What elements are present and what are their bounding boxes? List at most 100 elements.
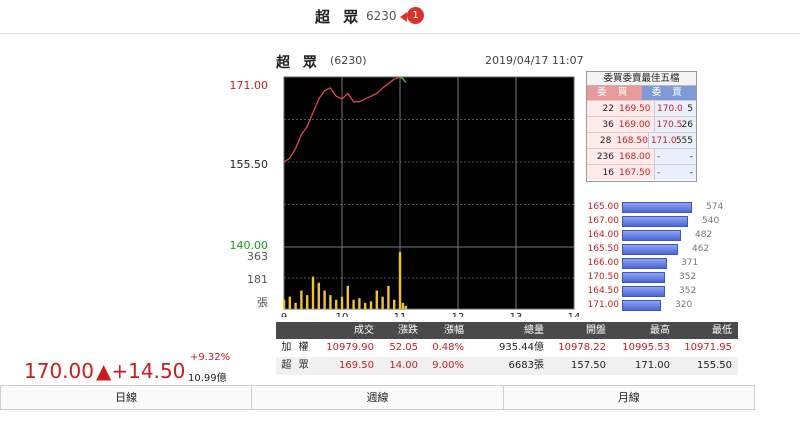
volume-bar	[398, 251, 402, 309]
volume-bar	[323, 290, 326, 309]
volume-by-price-row: 165.00 574	[586, 201, 786, 214]
vbp-qty: 352	[679, 272, 697, 282]
volume-bar	[401, 302, 405, 309]
volume-by-price-row: 170.50 352	[586, 271, 786, 284]
order-book-row: 28 168.50 171.00 555	[587, 132, 696, 148]
volume-bar	[364, 302, 367, 309]
volume-bar	[404, 305, 407, 309]
vbp-bar	[622, 202, 692, 213]
last-price: 170.00	[24, 359, 94, 383]
quote-header-cell: 漲幅	[444, 325, 464, 336]
volume-tick-high: 363	[247, 250, 268, 263]
volume-bar	[352, 299, 355, 309]
ask-qty: 26	[681, 117, 696, 132]
price-line	[283, 76, 407, 163]
ask-price: -	[655, 165, 682, 180]
tab-daily[interactable]: 日線	[1, 386, 253, 409]
stock-code: 6230	[366, 9, 397, 23]
vbp-bar	[622, 258, 667, 269]
vbp-qty: 320	[675, 300, 693, 310]
quote-cell: 14.00	[389, 360, 418, 371]
quote-cell: 10971.95	[684, 342, 732, 353]
vbp-price: 166.00	[587, 258, 620, 268]
quote-header-cell: 漲跌	[398, 325, 418, 336]
volume-bar	[393, 299, 396, 309]
vbp-price: 165.00	[587, 202, 620, 212]
quote-cell: 155.50	[697, 360, 732, 371]
intraday-chart: 9 10 11 12 13 14	[281, 76, 581, 317]
ask-qty: -	[682, 165, 696, 180]
volume-unit-label: 張	[257, 296, 268, 309]
order-book: 委買委賣最佳五檔 委 買 委 賣 22 169.50 170.00 5 36 169.00…	[586, 71, 697, 182]
change-percent: +9.32%	[190, 352, 231, 363]
volume-bar	[306, 295, 309, 309]
bid-qty: 36	[587, 117, 617, 132]
vbp-bar	[622, 300, 661, 311]
ask-price: -	[655, 149, 682, 164]
bid-price: 168.00	[617, 149, 655, 164]
bid-qty: 16	[587, 165, 617, 180]
vbp-bar	[622, 286, 665, 297]
vbp-bar	[622, 216, 688, 227]
volume-bar	[375, 290, 378, 309]
vbp-qty: 371	[681, 258, 699, 268]
ask-qty: 555	[675, 133, 696, 148]
quote-cell: 169.50	[339, 360, 374, 371]
x-tick-label: 12	[452, 312, 465, 317]
badge-pointer-icon	[400, 12, 407, 22]
volume-bar	[369, 301, 373, 309]
vbp-qty: 482	[695, 230, 713, 240]
quote-cell: 6683張	[508, 360, 544, 371]
ask-price: 170.00	[655, 101, 689, 116]
volume-bar	[346, 285, 349, 309]
quote-header-cell: 最低	[712, 325, 732, 336]
quote-header-cell: 總量	[524, 325, 544, 336]
bid-price: 169.00	[616, 117, 655, 132]
x-tick-label: 11	[394, 312, 407, 317]
notification-badge[interactable]: 1	[407, 7, 424, 24]
quote-cell: 10978.22	[558, 342, 606, 353]
chart-stock-name: 超 眾	[276, 55, 321, 71]
quote-cell: 52.05	[389, 342, 418, 353]
quote-table-header: 成交 漲跌 漲幅 總量 開盤 最高 最低	[276, 322, 738, 339]
quote-header-cell: 最高	[650, 325, 670, 336]
stock-name: 超 眾	[315, 8, 363, 26]
bid-qty: 28	[587, 133, 615, 148]
bid-header: 委 買	[587, 86, 642, 100]
volume-bar	[358, 298, 361, 309]
quote-cell: 加 權	[281, 342, 311, 353]
tab-monthly[interactable]: 月線	[617, 391, 640, 404]
quote-cell: 171.00	[635, 360, 670, 371]
tab-weekly[interactable]: 週線	[252, 386, 504, 409]
quote-row[interactable]: 超 眾 169.50 14.00 9.00% 6683張 157.50 171.00 155.…	[276, 357, 738, 375]
bid-price: 169.50	[617, 101, 655, 116]
top-bar: 超 眾 6230 1	[0, 0, 800, 34]
quote-header-cell: 開盤	[586, 325, 606, 336]
ask-price: 170.50	[654, 117, 688, 132]
vbp-qty: 352	[679, 286, 697, 296]
quote-cell: 935.44億	[499, 342, 544, 353]
volume-bar	[294, 302, 297, 309]
volume-bar	[288, 296, 291, 309]
order-book-row: 16 167.50- -	[587, 164, 696, 180]
vbp-bar	[622, 272, 665, 283]
vbp-price: 164.00	[587, 230, 620, 240]
volume-bar	[329, 295, 332, 309]
ask-qty: -	[682, 149, 696, 164]
price-tick-mid: 155.50	[229, 158, 269, 171]
volume-bar	[311, 276, 315, 309]
quote-cell: 0.48%	[432, 342, 464, 353]
quote-cell: 超 眾	[281, 360, 311, 371]
volume-bar	[340, 296, 344, 309]
x-tick-label: 13	[510, 312, 523, 317]
volume-bar	[387, 285, 390, 309]
quote-header-cell	[276, 322, 316, 339]
quote-cell: 10995.53	[622, 342, 670, 353]
x-tick-label: 14	[568, 312, 581, 317]
volume-tick-mid: 181	[247, 273, 268, 286]
quote-row[interactable]: 加 權 10979.90 52.05 0.48% 935.44億 10978.22 1099…	[276, 339, 738, 357]
volume-bar	[282, 299, 286, 309]
ask-header: 委 賣	[641, 86, 696, 100]
volume-by-price-row: 164.50 352	[586, 285, 786, 298]
volume-by-price-row: 167.00 540	[586, 215, 786, 228]
